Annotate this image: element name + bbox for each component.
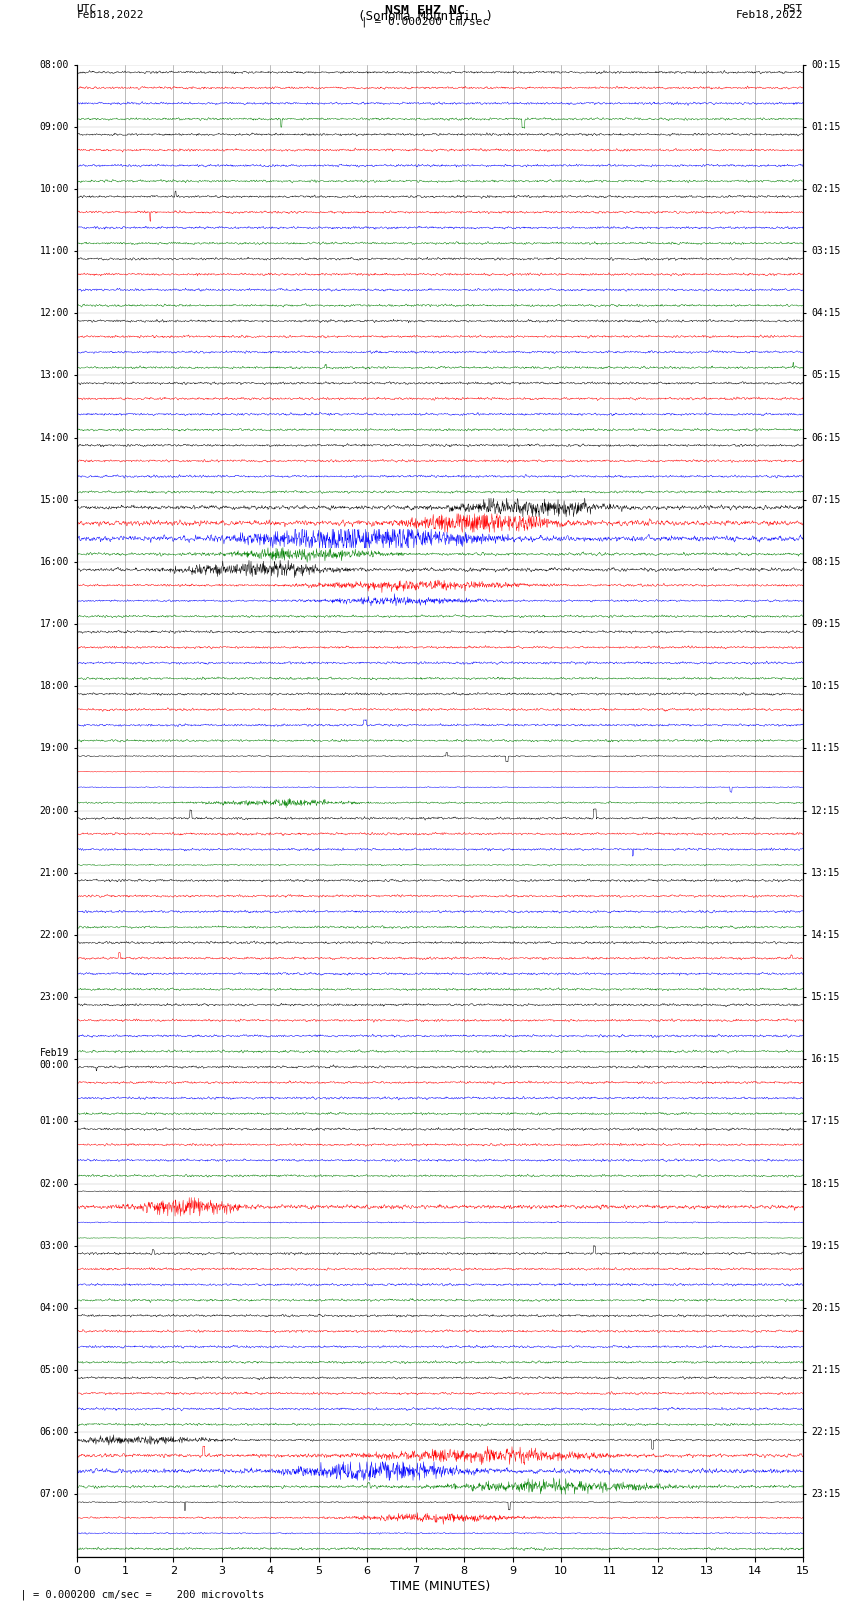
Text: UTC: UTC	[76, 5, 97, 15]
Text: | = 0.000200 cm/sec: | = 0.000200 cm/sec	[361, 18, 489, 27]
Text: NSM EHZ NC: NSM EHZ NC	[385, 5, 465, 18]
Text: (Sonoma Mountain ): (Sonoma Mountain )	[358, 11, 492, 24]
Text: Feb18,2022: Feb18,2022	[76, 11, 144, 21]
Text: PST: PST	[783, 5, 803, 15]
Text: Feb18,2022: Feb18,2022	[736, 11, 803, 21]
X-axis label: TIME (MINUTES): TIME (MINUTES)	[390, 1581, 490, 1594]
Text: | = 0.000200 cm/sec =    200 microvolts: | = 0.000200 cm/sec = 200 microvolts	[8, 1589, 264, 1600]
